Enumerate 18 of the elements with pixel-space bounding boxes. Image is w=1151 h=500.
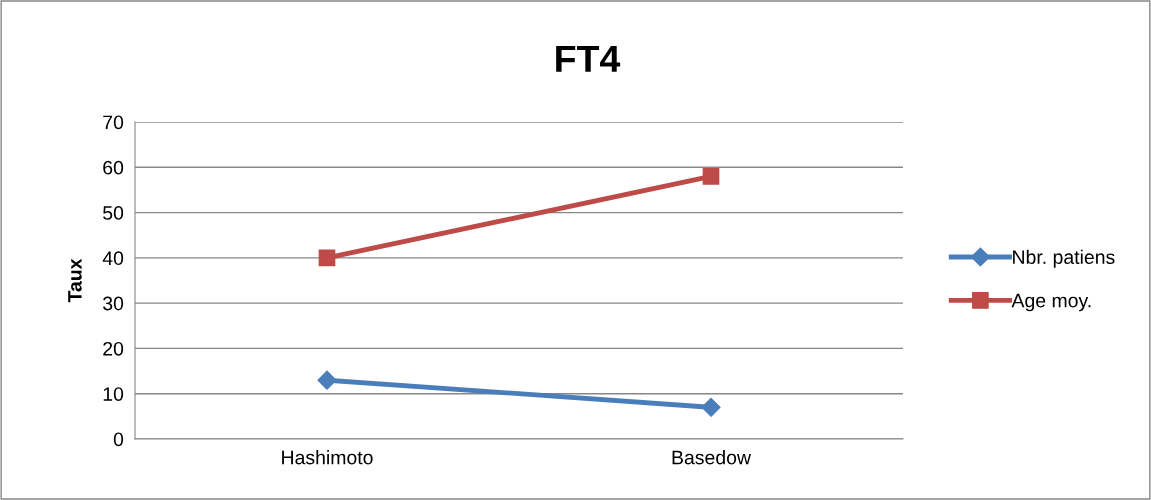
x-tick-label: Hashimoto <box>282 450 373 465</box>
legend-label: Age moy. <box>1011 293 1091 312</box>
point <box>318 249 336 267</box>
y-tick-label: 70 <box>103 115 124 130</box>
point <box>701 397 721 417</box>
y-axis-title: Taux <box>68 258 82 303</box>
y-tick-label: 10 <box>103 387 124 401</box>
point <box>702 168 720 185</box>
legend-label: Nbr. patiens <box>1013 249 1115 268</box>
point <box>317 370 337 390</box>
y-tick-label: 0 <box>113 432 124 447</box>
x-tick-label: Basedow <box>672 450 752 465</box>
y-tick-label: 30 <box>103 296 124 311</box>
y-tick-label: 20 <box>103 341 124 356</box>
y-tick-label: 40 <box>102 251 124 266</box>
y-tick-label: 60 <box>103 160 124 175</box>
y-tick-label: 50 <box>103 206 124 220</box>
chart-title: FT4 <box>556 45 621 72</box>
